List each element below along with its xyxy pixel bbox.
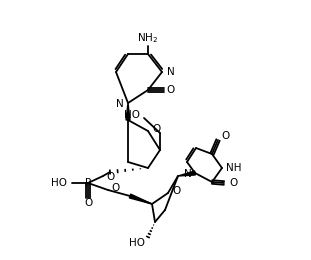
Text: O: O xyxy=(152,124,160,134)
Polygon shape xyxy=(126,103,130,120)
Text: HO: HO xyxy=(51,178,67,188)
Text: HO: HO xyxy=(124,110,140,120)
Text: O: O xyxy=(84,198,92,208)
Text: O: O xyxy=(172,186,180,196)
Text: N: N xyxy=(167,67,175,77)
Text: NH: NH xyxy=(226,163,242,173)
Text: O: O xyxy=(166,85,174,95)
Text: O: O xyxy=(221,131,229,141)
Text: O: O xyxy=(229,178,237,188)
Text: O: O xyxy=(106,172,114,182)
Polygon shape xyxy=(178,171,195,176)
Text: N: N xyxy=(184,169,192,179)
Text: HO: HO xyxy=(129,238,145,248)
Text: N: N xyxy=(116,99,124,109)
Text: O: O xyxy=(111,183,119,193)
Polygon shape xyxy=(129,194,152,204)
Text: NH$_2$: NH$_2$ xyxy=(137,31,159,45)
Text: P: P xyxy=(85,178,91,188)
